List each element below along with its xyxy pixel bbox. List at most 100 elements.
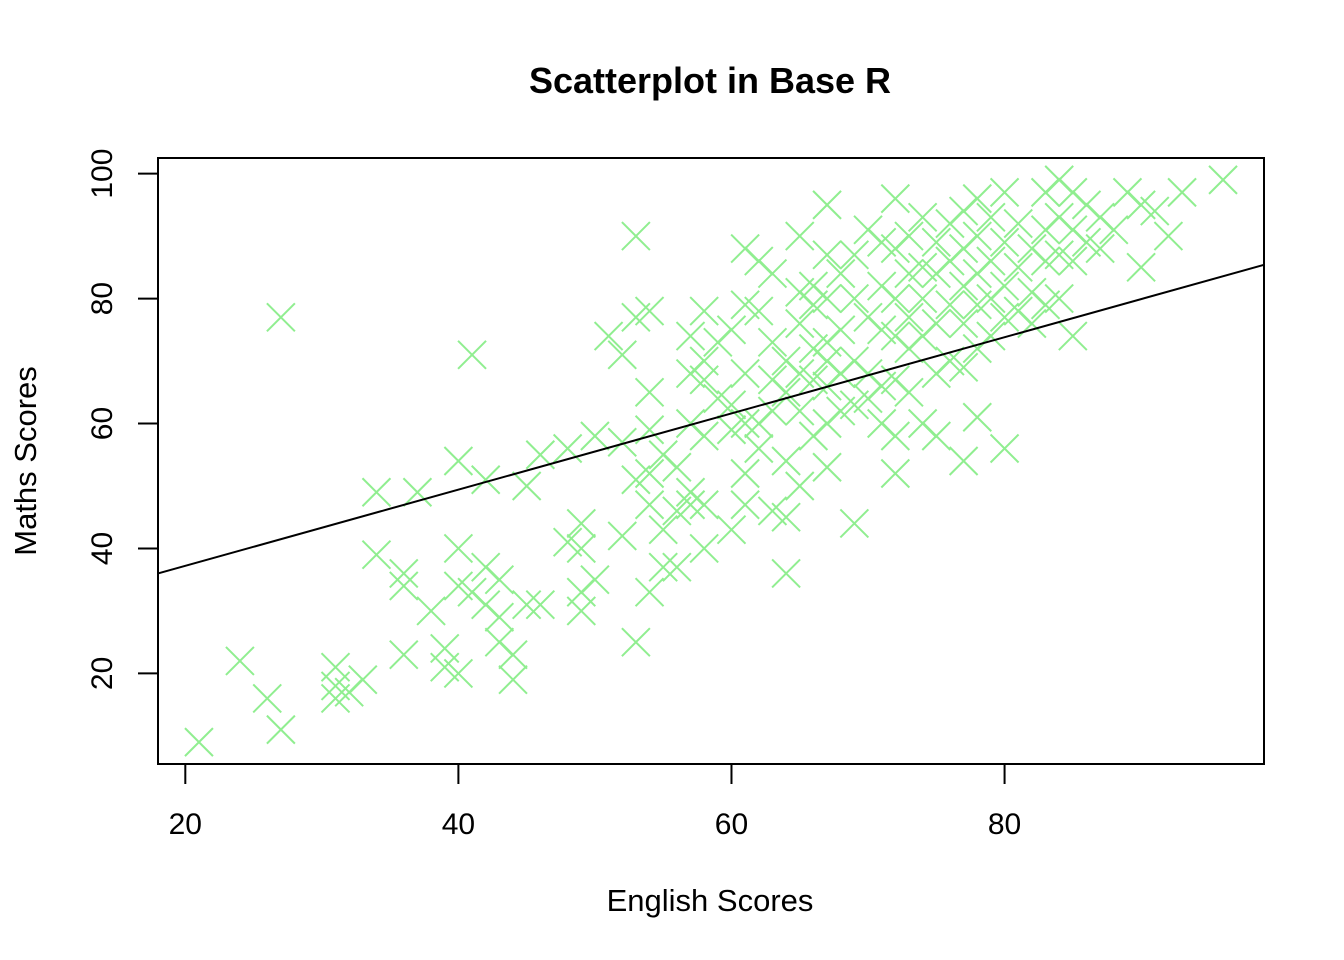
data-point xyxy=(1058,246,1088,276)
data-point xyxy=(484,564,515,595)
data-point xyxy=(771,502,801,532)
data-point xyxy=(716,515,747,545)
data-point xyxy=(361,540,392,570)
data-point xyxy=(525,589,556,620)
x-tick-label: 40 xyxy=(442,808,475,841)
data-point xyxy=(389,571,419,601)
data-point xyxy=(1126,252,1156,283)
data-point xyxy=(921,227,952,258)
data-point xyxy=(785,308,815,339)
data-point xyxy=(716,390,747,420)
data-point xyxy=(976,202,1006,233)
data-point xyxy=(566,596,596,626)
data-point xyxy=(498,664,528,695)
data-point xyxy=(443,533,474,564)
data-point xyxy=(880,183,911,214)
data-point xyxy=(1003,252,1033,283)
data-point xyxy=(976,321,1006,351)
y-tick-label: 100 xyxy=(86,149,119,199)
data-point xyxy=(948,352,979,382)
data-point xyxy=(389,558,419,589)
data-point xyxy=(566,508,596,539)
data-point xyxy=(894,377,924,407)
data-point xyxy=(348,664,378,695)
data-point xyxy=(730,458,760,489)
data-point xyxy=(812,240,842,270)
data-point xyxy=(689,490,719,520)
y-axis-label: Maths Scores xyxy=(8,366,43,556)
data-point xyxy=(484,602,515,632)
data-point xyxy=(785,221,815,251)
data-point xyxy=(907,202,938,233)
data-point xyxy=(1167,177,1197,208)
data-point xyxy=(839,240,870,270)
data-point xyxy=(511,589,542,620)
data-point xyxy=(771,446,801,476)
x-axis-label: English Scores xyxy=(607,883,814,918)
data-point xyxy=(648,552,678,582)
data-point xyxy=(716,315,747,345)
data-point xyxy=(607,521,637,551)
data-point xyxy=(402,477,433,507)
data-point xyxy=(757,396,788,426)
data-point xyxy=(457,340,487,370)
data-point xyxy=(880,283,911,314)
data-point xyxy=(689,365,719,395)
data-point xyxy=(744,296,774,326)
data-point xyxy=(839,508,870,539)
data-point xyxy=(880,458,911,489)
data-point xyxy=(1003,208,1033,239)
data-point xyxy=(675,490,706,520)
data-point xyxy=(976,246,1006,276)
y-tick-label: 20 xyxy=(86,657,119,690)
data-point xyxy=(389,639,419,670)
data-point xyxy=(634,296,665,326)
y-tick-label: 80 xyxy=(86,282,119,315)
data-point xyxy=(266,302,296,333)
x-tick-label: 80 xyxy=(988,808,1021,841)
data-point xyxy=(634,577,665,607)
data-point xyxy=(921,421,952,451)
data-point xyxy=(1140,196,1170,226)
data-point xyxy=(498,639,528,670)
data-point xyxy=(634,458,665,489)
data-point xyxy=(1044,283,1074,314)
data-point xyxy=(812,283,842,314)
data-point xyxy=(785,471,815,501)
x-axis: 20 40 60 80 xyxy=(169,763,1021,841)
data-point xyxy=(730,490,760,520)
data-point xyxy=(894,302,924,333)
data-point xyxy=(826,315,856,345)
data-point xyxy=(921,308,952,339)
y-axis: 20 40 60 80 100 xyxy=(86,149,159,690)
data-point xyxy=(689,533,719,564)
data-point xyxy=(812,452,842,482)
data-point xyxy=(511,471,542,501)
data-point xyxy=(730,358,760,389)
data-points xyxy=(184,165,1238,757)
data-point xyxy=(948,446,979,476)
data-point xyxy=(662,552,692,582)
data-point xyxy=(962,402,992,432)
data-point xyxy=(470,465,501,495)
data-point xyxy=(730,408,760,439)
data-point xyxy=(580,564,610,595)
data-point xyxy=(744,433,774,464)
data-point xyxy=(443,658,474,689)
regression-line xyxy=(157,263,1265,575)
data-point xyxy=(989,433,1020,464)
data-point xyxy=(662,452,692,482)
data-point xyxy=(184,727,214,757)
data-point xyxy=(1208,165,1238,195)
data-point xyxy=(989,227,1020,258)
data-point xyxy=(757,258,788,289)
data-point xyxy=(894,221,924,251)
data-point xyxy=(839,283,870,314)
data-point xyxy=(1085,233,1115,264)
data-point xyxy=(962,183,992,214)
data-point xyxy=(948,308,979,339)
data-point xyxy=(634,490,665,520)
data-point xyxy=(989,271,1020,301)
data-point xyxy=(607,427,637,457)
